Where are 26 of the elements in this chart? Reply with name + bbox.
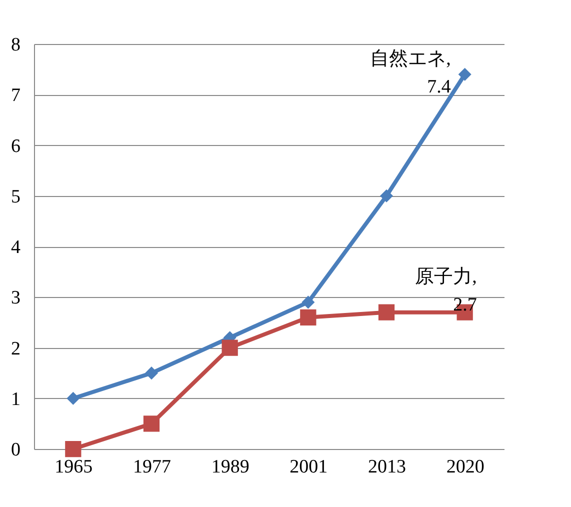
point <box>302 296 315 309</box>
point <box>300 309 316 326</box>
y-tick-label: 7 <box>11 85 20 106</box>
annotation: 自然エネ, 7.4 <box>370 48 452 98</box>
y-tick-label: 1 <box>11 388 20 410</box>
y-tick-label: 2 <box>11 338 20 360</box>
point <box>380 189 394 202</box>
x-tick-label: 2013 <box>368 456 406 478</box>
point <box>65 440 82 458</box>
point <box>144 366 158 380</box>
x-tick-label: 2020 <box>446 456 484 478</box>
x-tick-label: 1989 <box>211 456 250 478</box>
point <box>143 416 160 432</box>
x-tick-label: 2001 <box>290 456 328 478</box>
y-tick-label: 6 <box>11 136 20 157</box>
y-tick-label: 5 <box>11 186 20 208</box>
y-tick-label: 4 <box>11 237 21 258</box>
point <box>458 68 472 81</box>
point <box>222 340 238 356</box>
x-tick-label: 1977 <box>133 456 171 478</box>
y-tick-label: 0 <box>11 440 20 460</box>
y-tick-label: 8 <box>11 34 20 56</box>
x-tick-label: 1965 <box>54 456 93 478</box>
point <box>66 392 80 405</box>
point <box>378 304 395 320</box>
y-tick-label: 3 <box>11 288 20 309</box>
